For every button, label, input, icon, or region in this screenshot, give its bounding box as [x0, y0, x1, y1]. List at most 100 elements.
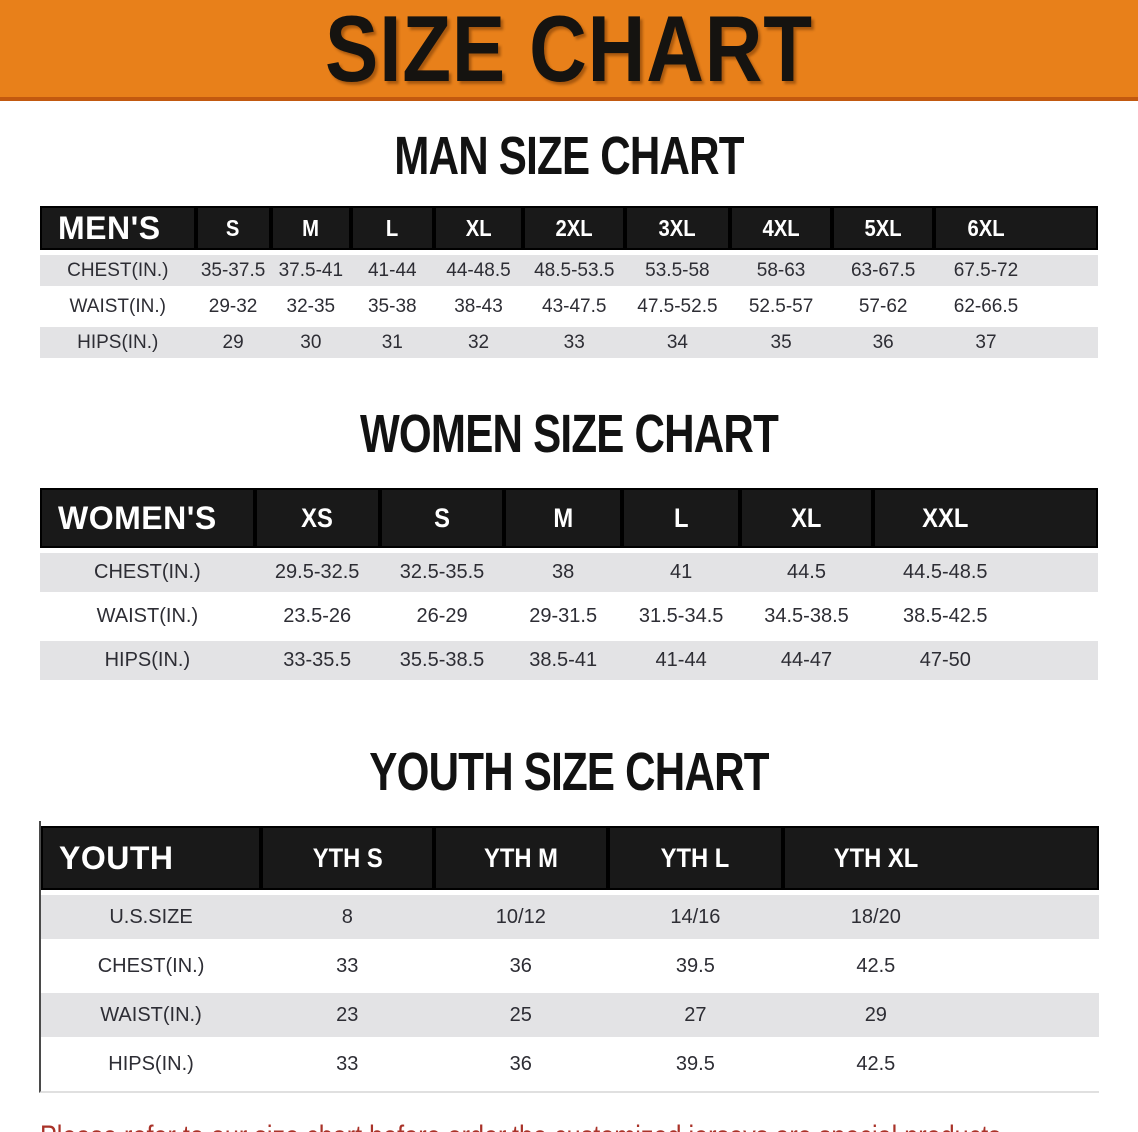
table-cell: 44-47: [740, 641, 873, 680]
size-label: YTH XL: [833, 842, 919, 873]
youth-section-title: YOUTH SIZE CHART: [369, 742, 769, 802]
table-cell: 32: [433, 327, 524, 358]
row-label: WAIST(IN.): [40, 597, 255, 636]
size-label: 6XL: [967, 214, 1005, 241]
table-cell: 41-44: [621, 641, 741, 680]
table-cell: 42.5: [782, 1042, 1099, 1086]
row-label: HIPS(IN.): [41, 1042, 262, 1086]
youth-size-column-header: YTH M: [433, 826, 609, 890]
youth-ussize-row: U.S.SIZE 8 10/12 14/16 18/20: [41, 895, 1099, 939]
men-waist-row: WAIST(IN.) 29-32 32-35 35-38 38-43 43-47…: [40, 291, 1098, 322]
table-cell: 43-47.5: [523, 291, 626, 322]
size-label: XXL: [922, 502, 969, 533]
table-cell: 35-37.5: [195, 255, 271, 286]
table-cell: 52.5-57: [729, 291, 833, 322]
size-label: XL: [465, 214, 492, 241]
women-table-wrap: WOMEN'S XS S M L XL XXL CHEST(IN.) 29.5-…: [40, 483, 1098, 685]
youth-hips-row: HIPS(IN.) 33 36 39.5 42.5: [41, 1042, 1099, 1086]
table-cell: 25: [433, 993, 609, 1037]
table-cell: 44.5-48.5: [872, 553, 1098, 592]
size-label: 4XL: [762, 214, 800, 241]
table-cell: 41: [621, 553, 741, 592]
men-size-column-header: L: [351, 206, 434, 250]
men-size-table: MEN'S S M L XL 2XL 3XL 4XL 5XL 6XL CHEST…: [40, 201, 1098, 363]
table-cell: 42.5: [782, 944, 1099, 988]
men-table-wrap: MEN'S S M L XL 2XL 3XL 4XL 5XL 6XL CHEST…: [40, 201, 1098, 363]
size-label: L: [673, 502, 689, 533]
men-hips-row: HIPS(IN.) 29 30 31 32 33 34 35 36 37: [40, 327, 1098, 358]
men-size-column-header: 6XL: [933, 206, 1098, 250]
row-label: WAIST(IN.): [40, 291, 196, 322]
women-waist-row: WAIST(IN.) 23.5-26 26-29 29-31.5 31.5-34…: [40, 597, 1098, 636]
youth-size-column-header: YTH S: [261, 826, 434, 890]
size-label: M: [302, 214, 320, 241]
women-size-column-header: S: [379, 488, 505, 548]
table-cell: 29: [782, 993, 1099, 1037]
men-size-column-header: S: [195, 206, 271, 250]
youth-table-wrap: YOUTH YTH S YTH M YTH L YTH XL U.S.SIZE …: [39, 821, 1099, 1093]
table-cell: 33-35.5: [254, 641, 380, 680]
table-cell: 29.5-32.5: [254, 553, 380, 592]
table-cell: 32-35: [270, 291, 352, 322]
table-cell: 63-67.5: [832, 255, 934, 286]
table-cell: 33: [261, 944, 434, 988]
men-size-column-header: 4XL: [729, 206, 833, 250]
youth-table-label: YOUTH: [41, 826, 262, 890]
table-cell: 10/12: [433, 895, 609, 939]
table-cell: 34: [625, 327, 730, 358]
table-cell: 58-63: [729, 255, 833, 286]
table-cell: 14/16: [608, 895, 783, 939]
table-cell: 57-62: [832, 291, 934, 322]
size-label: L: [386, 214, 399, 241]
table-cell: 26-29: [379, 597, 505, 636]
women-size-table: WOMEN'S XS S M L XL XXL CHEST(IN.) 29.5-…: [40, 483, 1098, 685]
size-label: XL: [791, 502, 822, 533]
table-cell: 33: [523, 327, 626, 358]
table-cell: 38-43: [433, 291, 524, 322]
youth-size-column-header: YTH XL: [782, 826, 1099, 890]
men-size-column-header: 3XL: [625, 206, 730, 250]
men-size-column-header: 2XL: [523, 206, 626, 250]
youth-size-column-header: YTH L: [608, 826, 783, 890]
size-label: YTH M: [483, 842, 558, 873]
table-cell: 38.5-42.5: [872, 597, 1098, 636]
table-cell: 48.5-53.5: [523, 255, 626, 286]
table-cell: 35: [729, 327, 833, 358]
youth-header-row: YOUTH YTH S YTH M YTH L YTH XL: [41, 826, 1099, 890]
table-cell: 44-48.5: [433, 255, 524, 286]
table-cell: 31.5-34.5: [621, 597, 741, 636]
disclaimer-text: Please refer to our size chart before or…: [40, 1117, 1008, 1132]
women-size-column-header: L: [621, 488, 741, 548]
women-size-column-header: XS: [254, 488, 380, 548]
size-label: 5XL: [864, 214, 902, 241]
table-cell: 33: [261, 1042, 434, 1086]
table-cell: 29-32: [195, 291, 271, 322]
row-label: U.S.SIZE: [41, 895, 262, 939]
table-cell: 29-31.5: [504, 597, 622, 636]
table-cell: 36: [832, 327, 934, 358]
row-label: WAIST(IN.): [41, 993, 262, 1037]
men-table-label: MEN'S: [40, 206, 196, 250]
women-size-column-header: M: [504, 488, 622, 548]
table-cell: 41-44: [351, 255, 434, 286]
youth-size-table: YOUTH YTH S YTH M YTH L YTH XL U.S.SIZE …: [41, 821, 1099, 1091]
size-label: M: [553, 502, 574, 533]
women-hips-row: HIPS(IN.) 33-35.5 35.5-38.5 38.5-41 41-4…: [40, 641, 1098, 680]
table-cell: 34.5-38.5: [740, 597, 873, 636]
size-label: XS: [301, 502, 334, 533]
table-cell: 36: [433, 1042, 609, 1086]
men-size-column-header: 5XL: [832, 206, 934, 250]
table-cell: 62-66.5: [933, 291, 1098, 322]
banner-title: SIZE CHART: [325, 0, 813, 101]
table-cell: 44.5: [740, 553, 873, 592]
row-label: CHEST(IN.): [40, 553, 255, 592]
table-cell: 23.5-26: [254, 597, 380, 636]
banner: SIZE CHART: [0, 0, 1138, 101]
table-cell: 29: [195, 327, 271, 358]
table-cell: 38.5-41: [504, 641, 622, 680]
men-size-column-header: M: [270, 206, 352, 250]
size-label: 3XL: [658, 214, 696, 241]
table-cell: 37: [933, 327, 1098, 358]
row-label: HIPS(IN.): [40, 327, 196, 358]
